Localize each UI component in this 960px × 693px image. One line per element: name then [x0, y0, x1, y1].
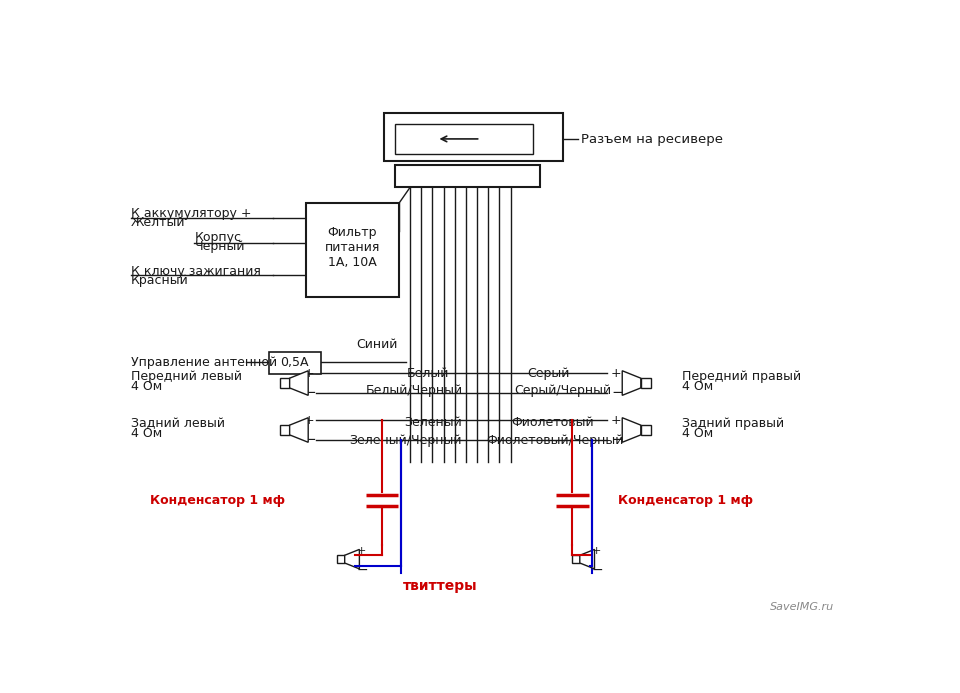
- Text: Зеленый: Зеленый: [404, 416, 462, 428]
- Text: Задний правый: Задний правый: [682, 417, 784, 430]
- Text: Передний левый: Передний левый: [132, 370, 242, 383]
- Bar: [396, 165, 540, 187]
- Text: Серый/Черный: Серый/Черный: [515, 384, 612, 397]
- Text: Фиолетовый/Черный: Фиолетовый/Черный: [486, 435, 623, 447]
- Text: Синий: Синий: [356, 338, 398, 351]
- Polygon shape: [580, 550, 594, 569]
- Bar: [279, 378, 290, 388]
- Text: +: +: [303, 414, 314, 427]
- Polygon shape: [622, 418, 641, 442]
- Bar: [641, 378, 651, 388]
- Text: Красный: Красный: [132, 274, 189, 287]
- Text: 0,5А: 0,5А: [280, 356, 309, 369]
- Text: −: −: [303, 385, 316, 400]
- Text: +: +: [356, 546, 366, 556]
- Text: +: +: [612, 367, 622, 380]
- Text: Желтый: Желтый: [132, 216, 185, 229]
- Text: Фильтр: Фильтр: [327, 226, 377, 239]
- Text: Серый: Серый: [528, 367, 570, 380]
- Text: 4 Ом: 4 Ом: [682, 427, 713, 439]
- Bar: [572, 555, 580, 563]
- Bar: [384, 112, 563, 161]
- Text: Передний правый: Передний правый: [682, 370, 801, 383]
- Text: −: −: [303, 432, 316, 447]
- Text: 4 Ом: 4 Ом: [682, 380, 713, 393]
- Text: Конденсатор 1 мф: Конденсатор 1 мф: [618, 494, 754, 507]
- Text: К аккумулятору +: К аккумулятору +: [132, 207, 252, 220]
- Text: Разъем на ресивере: Разъем на ресивере: [581, 132, 723, 146]
- Text: 4 Ом: 4 Ом: [132, 380, 162, 393]
- Text: −: −: [612, 432, 624, 447]
- Text: Конденсатор 1 мф: Конденсатор 1 мф: [150, 494, 285, 507]
- Polygon shape: [622, 371, 641, 395]
- Text: +: +: [303, 367, 314, 380]
- Polygon shape: [345, 550, 359, 569]
- Text: К ключу зажигания: К ключу зажигания: [132, 265, 261, 278]
- Bar: [306, 203, 399, 297]
- Text: +: +: [612, 414, 622, 427]
- Text: Белый: Белый: [406, 367, 449, 380]
- Text: −: −: [356, 563, 368, 577]
- Text: Фиолетовый: Фиолетовый: [512, 416, 594, 428]
- Text: твиттеры: твиттеры: [402, 579, 477, 593]
- Text: Корпус: Корпус: [194, 231, 241, 245]
- Text: Белый/Черный: Белый/Черный: [366, 384, 463, 397]
- Text: Задний левый: Задний левый: [132, 417, 226, 430]
- Bar: [396, 124, 533, 154]
- Text: SaveIMG.ru: SaveIMG.ru: [770, 602, 834, 612]
- Bar: [641, 425, 651, 435]
- Bar: [337, 555, 345, 563]
- Text: Черный: Черный: [194, 240, 245, 254]
- Polygon shape: [290, 418, 308, 442]
- Text: −: −: [591, 563, 603, 577]
- Text: 4 Ом: 4 Ом: [132, 427, 162, 439]
- Polygon shape: [290, 371, 308, 395]
- Text: питания: питания: [324, 241, 380, 254]
- Text: 1А, 10А: 1А, 10А: [328, 256, 377, 269]
- Text: Зеленый/Черный: Зеленый/Черный: [349, 435, 462, 447]
- Text: +: +: [591, 546, 601, 556]
- Text: −: −: [612, 385, 624, 400]
- Bar: [279, 425, 290, 435]
- Bar: [269, 351, 321, 374]
- Text: Управление антенной: Управление антенной: [132, 356, 277, 369]
